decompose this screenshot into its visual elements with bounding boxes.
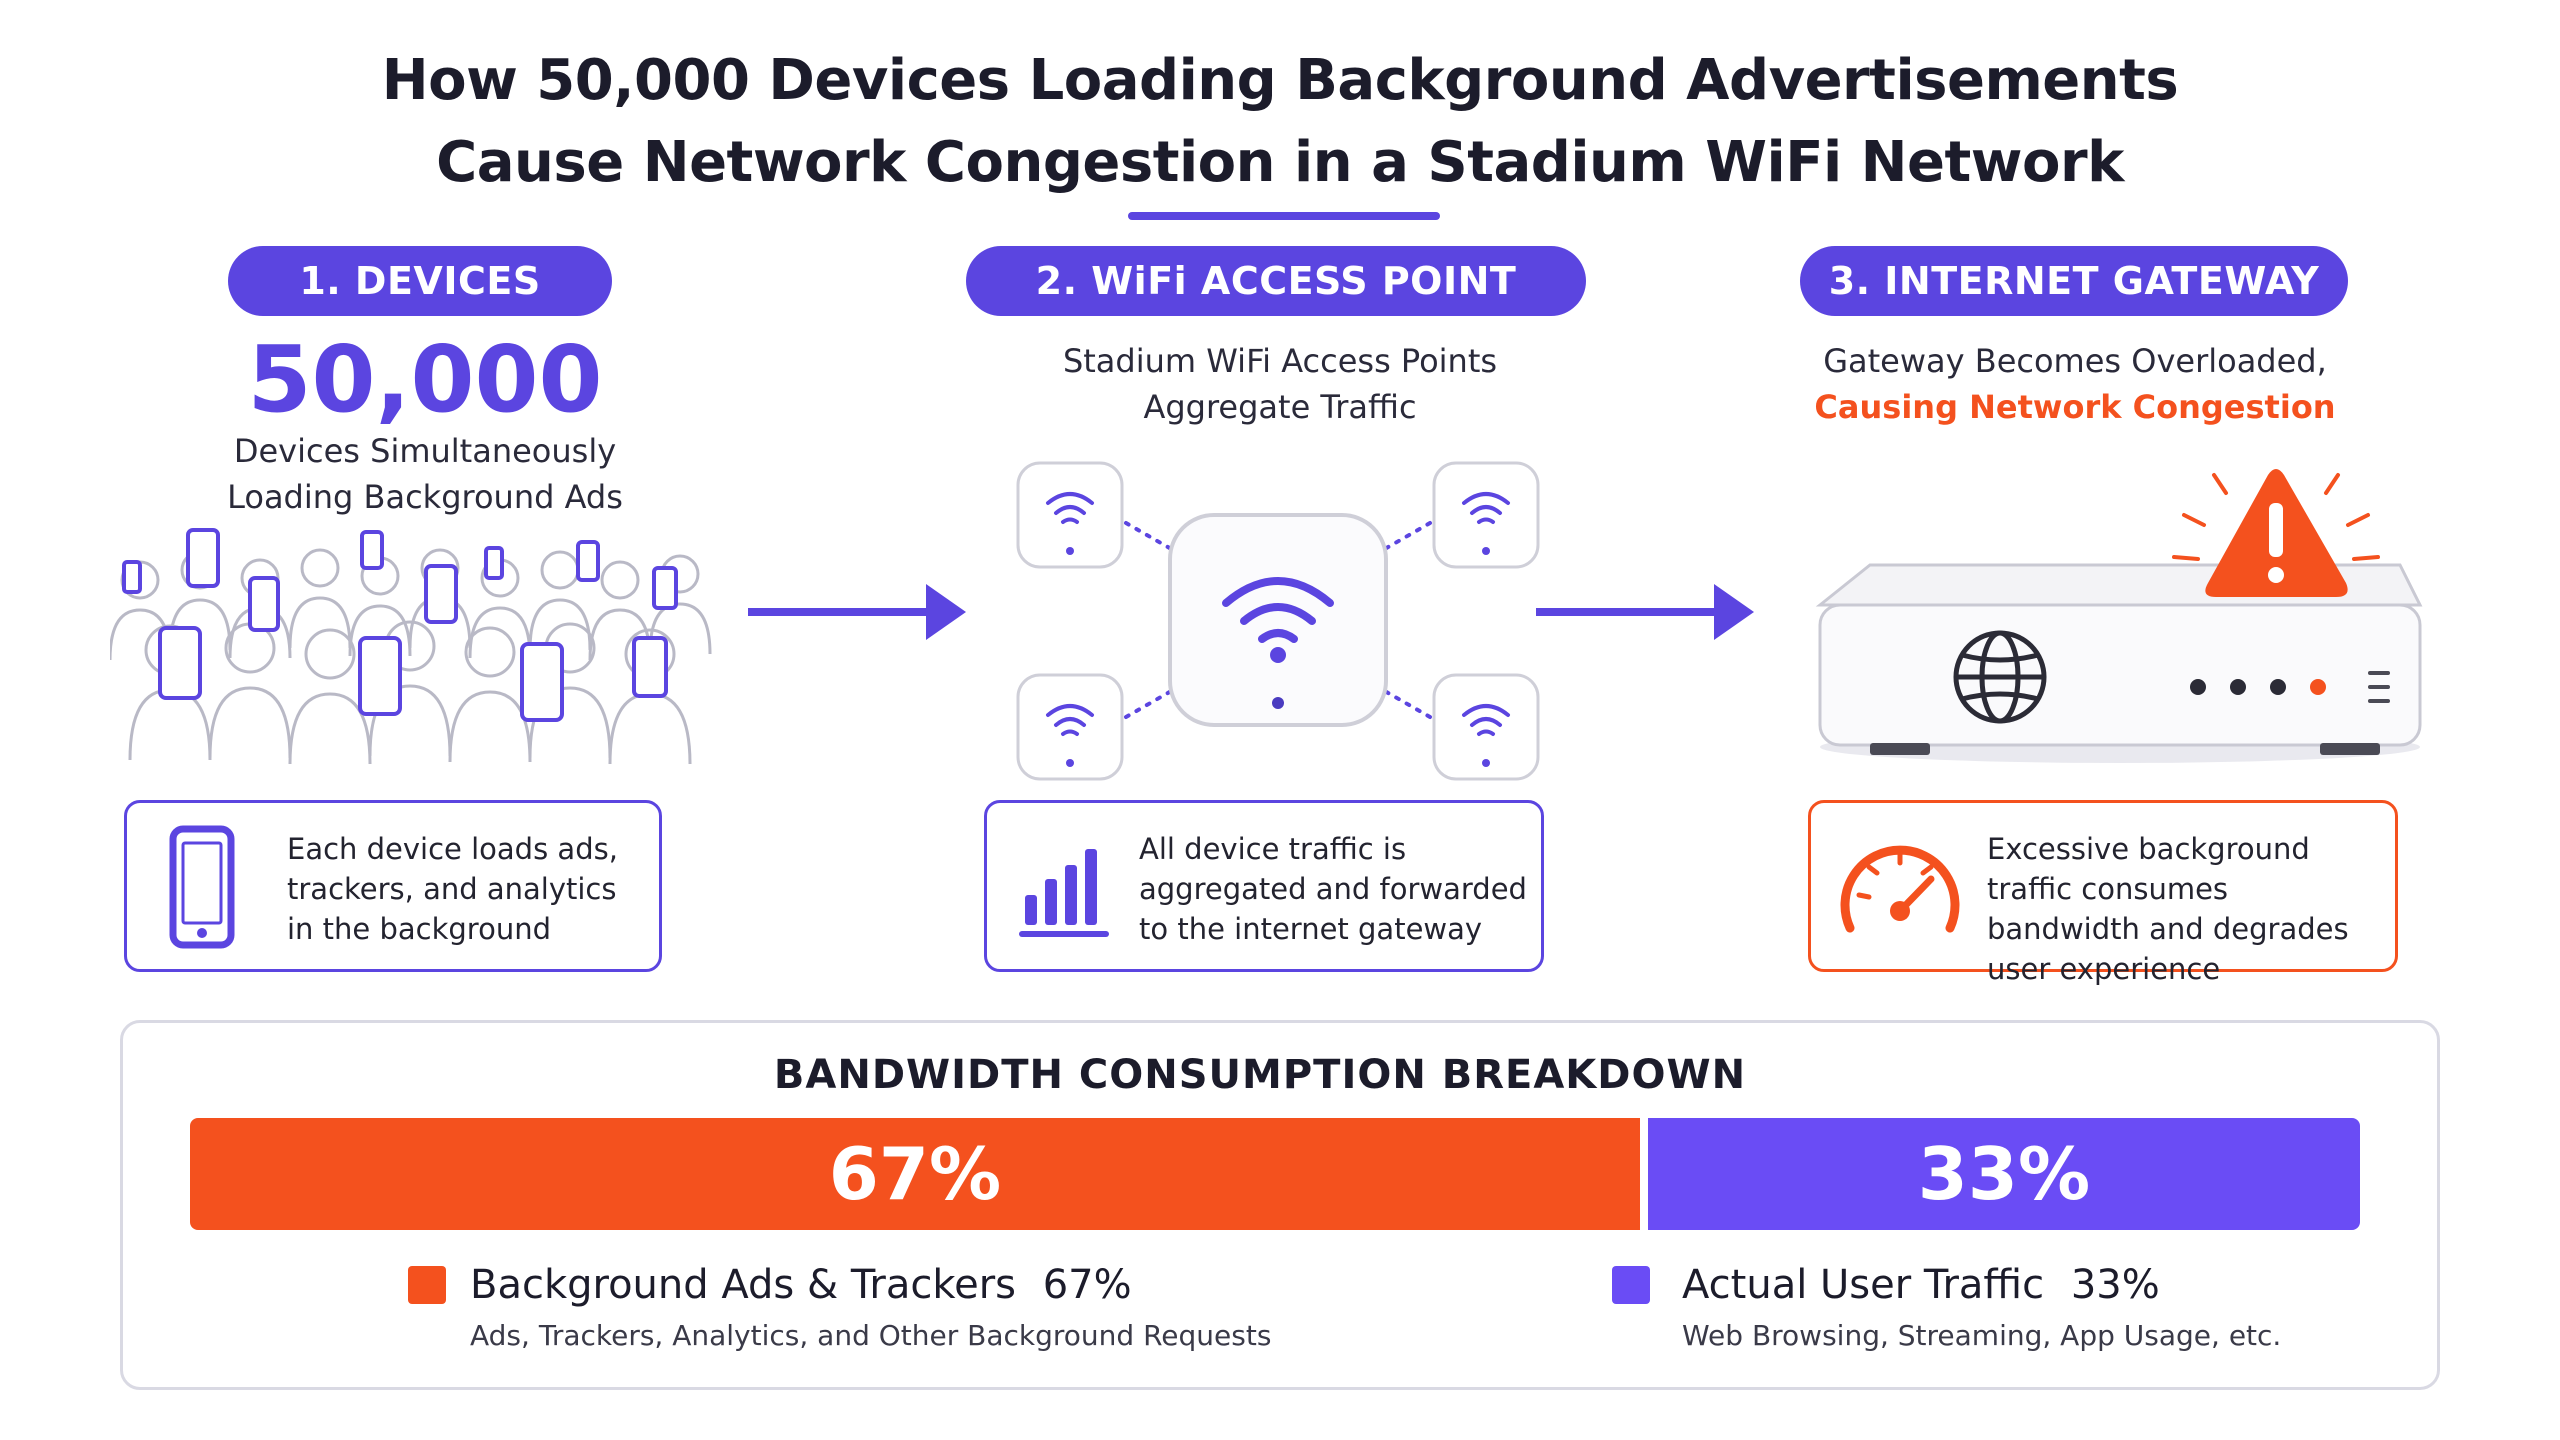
aggregation-info-box: All device traffic is aggregated and for…	[984, 800, 1544, 972]
legend-label-background: Background Ads & Trackers	[470, 1262, 1016, 1308]
status-lights-icon	[2190, 679, 2326, 695]
legend-swatch-user	[1612, 1266, 1650, 1304]
device-count: 50,000	[247, 326, 603, 433]
legend-value-background: 67%	[1042, 1262, 1132, 1308]
access-point-cluster	[1008, 455, 1548, 790]
device-info-box: Each device loads ads, trackers, and ana…	[124, 800, 662, 972]
gateway-illustration	[1780, 455, 2450, 785]
aggregation-info-text: All device traffic is aggregated and for…	[1139, 832, 1527, 946]
legend-swatch-background	[408, 1266, 446, 1304]
legend-desc-user: Web Browsing, Streaming, App Usage, etc.	[1682, 1319, 2282, 1352]
bar-value-label-background: 67%	[828, 1132, 1002, 1216]
globe-icon	[1953, 630, 2047, 724]
bar-value-label-user: 33%	[1917, 1132, 2091, 1216]
step-2-subtitle: Stadium WiFi Access Points Aggregate Tra…	[1000, 338, 1560, 430]
step-2-subtitle-line-2: Aggregate Traffic	[1143, 388, 1417, 426]
chart-title: BANDWIDTH CONSUMPTION BREAKDOWN	[773, 1052, 1747, 1098]
bar-segment-background-traffic: 67%	[190, 1118, 1640, 1230]
congestion-warning-text: Causing Network Congestion	[1814, 388, 2336, 426]
page-title: How 50,000 Devices Loading Background Ad…	[0, 40, 2560, 204]
legend-entry-background: Background Ads & Trackers 67%	[470, 1260, 1170, 1310]
small-access-point-icon	[1016, 461, 1124, 569]
congestion-info-box: Excessive background traffic consumes ba…	[1808, 800, 2398, 986]
title-line-1: How 50,000 Devices Loading Background Ad…	[381, 48, 2179, 113]
title-line-2: Cause Network Congestion in a Stadium Wi…	[436, 130, 2124, 195]
warning-triangle-icon	[2172, 469, 2380, 597]
bar-chart-icon	[1017, 839, 1113, 943]
device-info-text: Each device loads ads, trackers, and ana…	[287, 832, 618, 946]
step-2-subtitle-line-1: Stadium WiFi Access Points	[1062, 342, 1498, 380]
legend-value-user: 33%	[2070, 1262, 2160, 1308]
congestion-info-text: Excessive background traffic consumes ba…	[1987, 832, 2349, 986]
step-3-subtitle-line-1: Gateway Becomes Overloaded,	[1823, 342, 2327, 380]
step-2-pill: 2. WiFi ACCESS POINT CLUSTER	[966, 246, 1586, 373]
central-access-point-icon	[1168, 513, 1388, 727]
speedometer-icon	[1835, 833, 1965, 947]
step-1-subtitle-line-2: Loading Background Ads	[227, 478, 623, 516]
title-underline	[1128, 212, 1440, 220]
step-1-subtitle-line-1: Devices Simultaneously	[233, 432, 617, 470]
stacked-bar: 67% 33%	[190, 1118, 2360, 1230]
bar-segment-user-traffic: 33%	[1647, 1118, 2360, 1230]
crowd-illustration	[108, 520, 720, 780]
smartphone-icon	[169, 825, 235, 953]
crowd-with-phones-icon	[108, 528, 712, 765]
legend-desc-background: Ads, Trackers, Analytics, and Other Back…	[470, 1319, 1272, 1352]
step-3-pill: 3. INTERNET GATEWAY	[1800, 246, 2348, 316]
arrow-right-icon	[1536, 580, 1756, 644]
step-1-subtitle: Devices Simultaneously Loading Backgroun…	[150, 428, 700, 520]
legend-entry-user: Actual User Traffic 33%	[1682, 1260, 2302, 1310]
step-3-subtitle: Gateway Becomes Overloaded, Causing Netw…	[1780, 338, 2370, 430]
step-1-pill: 1. DEVICES	[228, 246, 612, 316]
legend-label-user: Actual User Traffic	[1682, 1262, 2045, 1308]
arrow-right-icon	[748, 580, 968, 644]
